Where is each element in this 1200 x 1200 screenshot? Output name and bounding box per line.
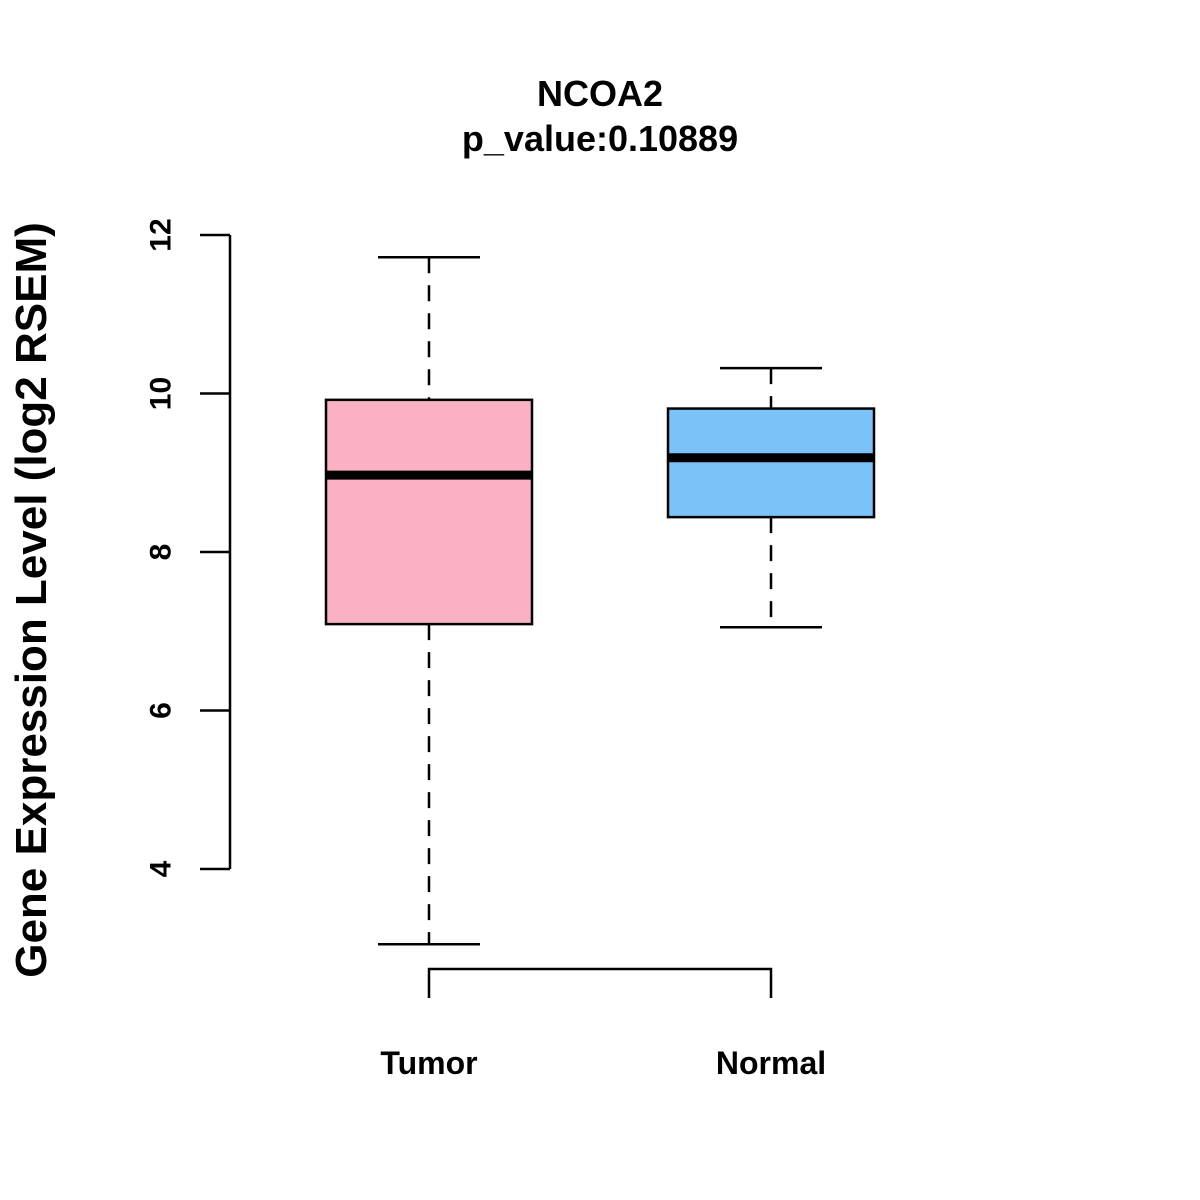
y-tick-label: 8 <box>145 544 178 561</box>
chart-subtitle: p_value:0.10889 <box>462 118 738 159</box>
iqr-box <box>324 398 534 626</box>
y-tick-label: 6 <box>145 702 178 719</box>
y-axis: 4 6 8 10 12 <box>145 218 232 877</box>
y-tick-label: 12 <box>145 218 178 251</box>
chart-title: NCOA2 <box>537 73 663 114</box>
box-tumor <box>324 255 534 946</box>
x-category-label: Tumor <box>380 1045 477 1081</box>
iqr-box <box>666 407 876 519</box>
y-tick-label: 4 <box>145 860 178 877</box>
x-axis-category-labels: Tumor Normal <box>380 1045 826 1081</box>
bracket-line <box>427 967 773 998</box>
y-tick-label: 10 <box>145 377 178 410</box>
x-category-label: Normal <box>716 1045 826 1081</box>
box-normal <box>666 366 876 629</box>
y-axis-label: Gene Expression Level (log2 RSEM) <box>7 222 56 978</box>
boxes-layer <box>324 255 876 946</box>
significance-bracket <box>427 967 773 998</box>
